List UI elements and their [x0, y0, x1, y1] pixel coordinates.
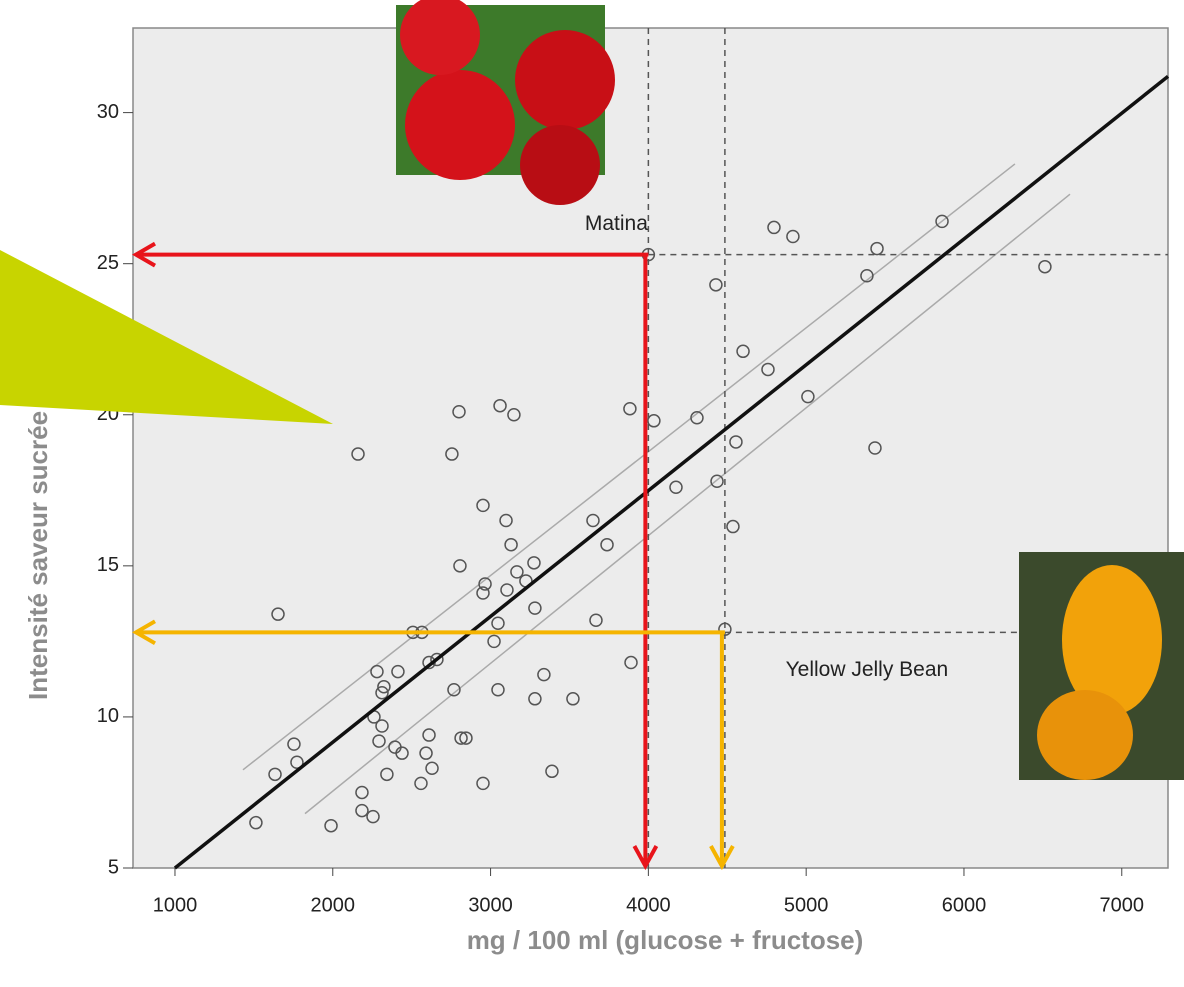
x-tick-label: 4000 — [626, 894, 671, 916]
x-tick-label: 1000 — [153, 894, 198, 916]
tomato-photo-red — [396, 0, 615, 205]
x-tick-label: 5000 — [784, 894, 829, 916]
tomato — [515, 30, 615, 130]
x-tick-label: 7000 — [1100, 894, 1145, 916]
tomato-photo-yellow — [1019, 552, 1184, 780]
y-tick-label: 10 — [97, 705, 119, 727]
y-tick-label: 25 — [97, 252, 119, 274]
tomato — [405, 70, 515, 180]
chart: 510152025301000200030004000500060007000M… — [0, 0, 1184, 987]
annotation: Yellow Jelly Bean — [786, 658, 949, 681]
x-axis-title: mg / 100 ml (glucose + fructose) — [467, 925, 864, 955]
annotation: Matina — [585, 212, 648, 235]
x-tick-label: 6000 — [942, 894, 987, 916]
y-tick-label: 30 — [97, 101, 119, 123]
tomato — [1037, 690, 1133, 780]
y-tick-label: 15 — [97, 554, 119, 576]
x-tick-label: 3000 — [468, 894, 513, 916]
page: {"chart_data": { "type": "scatter", "x_l… — [0, 0, 1184, 987]
x-tick-label: 2000 — [311, 894, 356, 916]
tomato — [520, 125, 600, 205]
y-axis-title: Intensité saveur sucrée — [23, 411, 53, 700]
y-tick-label: 5 — [108, 856, 119, 878]
